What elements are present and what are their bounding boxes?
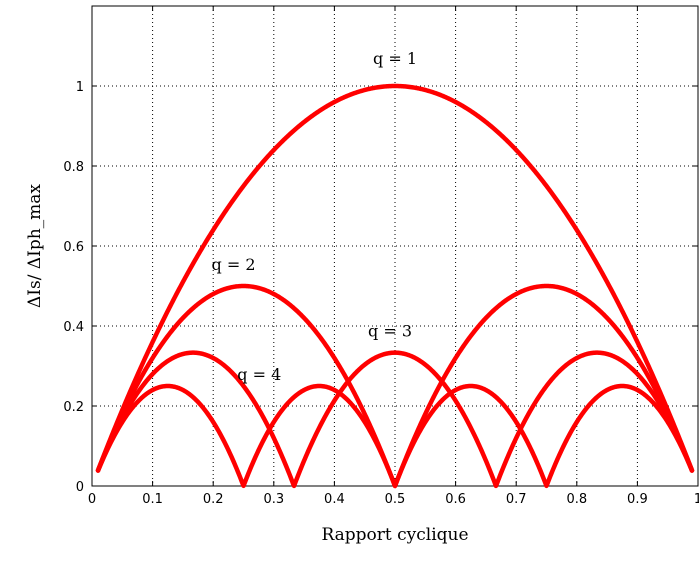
y-tick-label: 1 — [76, 80, 84, 95]
x-tick-label: 0.7 — [506, 492, 527, 507]
x-tick-label: 0.1 — [142, 492, 163, 507]
curve-label-q4: q = 4 — [237, 365, 281, 384]
y-tick-label: 0.6 — [63, 240, 84, 255]
y-tick-label: 0 — [76, 480, 84, 495]
x-axis-label: Rapport cyclique — [321, 525, 468, 545]
y-tick-label: 0.2 — [63, 400, 84, 415]
x-tick-label: 0.6 — [445, 492, 466, 507]
curve-label-q2: q = 2 — [212, 255, 256, 274]
series-layer — [95, 83, 695, 489]
curve-label-q3: q = 3 — [368, 322, 412, 341]
y-axis-label: ΔIs/ ΔIph_max — [25, 184, 45, 308]
x-tick-label: 0.3 — [263, 492, 284, 507]
x-tick-label: 0.9 — [627, 492, 648, 507]
x-tick-label: 0.5 — [385, 492, 406, 507]
y-tick-label: 0.8 — [63, 160, 84, 175]
y-tick-label: 0.4 — [63, 320, 84, 335]
x-tick-label: 0.8 — [566, 492, 587, 507]
curve-labels: q = 1 q = 2 q = 3 q = 4 — [212, 49, 418, 384]
grid — [92, 6, 698, 486]
x-tick-label: 1 — [694, 492, 699, 507]
axis-ticks: 0 0.1 0.2 0.3 0.4 0.5 0.6 0.7 0.8 0.9 1 0 0.2 0.4 0.6 0… — [63, 6, 699, 507]
curve-label-q1: q = 1 — [373, 49, 417, 68]
series-line-q3 — [95, 350, 695, 489]
x-tick-label: 0 — [88, 492, 96, 507]
x-tick-label: 0.4 — [324, 492, 345, 507]
x-tick-label: 0.2 — [203, 492, 224, 507]
